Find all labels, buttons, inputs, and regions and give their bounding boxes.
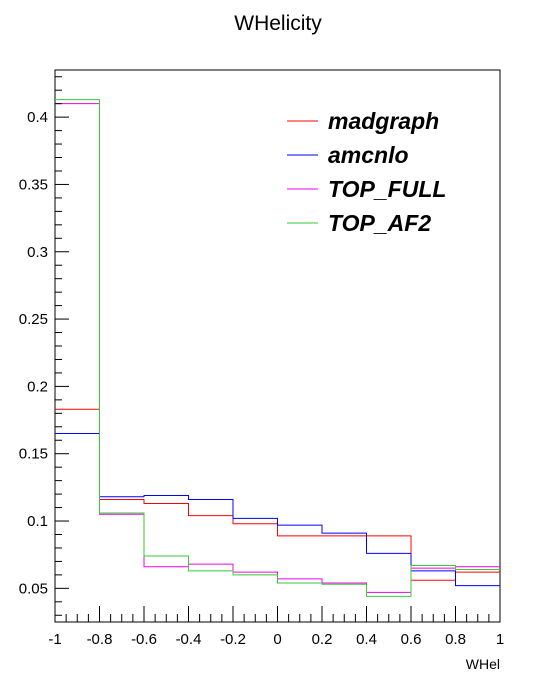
x-axis: -1 -0.8 -0.6 -0.4 -0.2 0 0.2 0.4 0.6 0.8 1 [48,606,504,648]
x-tick-label: -1 [48,631,61,648]
legend-label: TOP_AF2 [328,210,431,236]
chart-title: WHelicity [234,12,322,35]
x-tick-label: -0.8 [87,631,113,648]
y-tick-label: 0.35 [19,176,48,193]
x-tick-label: 0.6 [401,631,422,648]
x-tick-label: 0.8 [445,631,466,648]
x-tick-label: -0.6 [131,631,157,648]
legend: madgraph amcnlo TOP_FULL TOP_AF2 [287,108,446,236]
x-tick-label: 1 [496,631,504,648]
y-tick-label: 0.1 [27,513,48,530]
x-tick-label: 0 [273,631,281,648]
series-step-line [55,99,500,597]
x-axis-title: WHel [466,656,500,672]
x-tick-label: 0.4 [356,631,377,648]
legend-label: TOP_FULL [328,176,446,202]
legend-label: amcnlo [328,142,409,168]
series-step-line [55,433,500,587]
series-layer [55,99,500,597]
y-tick-label: 0.3 [27,244,48,261]
legend-label: madgraph [328,108,439,134]
series-top-af2 [55,99,500,597]
y-tick-label: 0.2 [27,378,48,395]
series-amcnlo [55,433,500,587]
series-step-line [55,408,500,581]
y-tick-label: 0.05 [19,580,48,597]
y-tick-label: 0.15 [19,446,48,463]
legend-item: amcnlo [287,142,409,168]
x-tick-label: -0.2 [220,631,246,648]
legend-item: TOP_FULL [287,176,446,202]
y-tick-label: 0.4 [27,109,48,126]
series-madgraph [55,408,500,581]
y-axis: 0.05 0.1 0.15 0.2 0.25 0.3 0.35 0.4 [19,76,69,616]
x-tick-label: -0.4 [176,631,202,648]
legend-item: TOP_AF2 [287,210,431,236]
x-tick-label: 0.2 [312,631,333,648]
plot-frame [54,69,501,623]
legend-item: madgraph [287,108,439,134]
y-tick-label: 0.25 [19,311,48,328]
